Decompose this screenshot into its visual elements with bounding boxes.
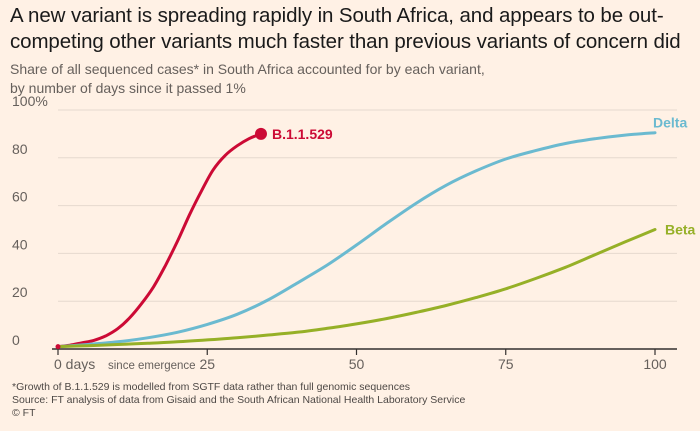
series-line-beta [56, 228, 657, 349]
y-tick-label: 60 [12, 189, 28, 205]
y-tick-label: 40 [12, 236, 28, 252]
x-tick-label: 0 days [54, 356, 95, 372]
y-tick-label: 20 [12, 284, 28, 300]
subtitle-line: Share of all sequenced cases* in South A… [10, 61, 485, 77]
y-tick-label: 0 [12, 332, 20, 348]
series-line-delta [56, 131, 657, 349]
series-line-b-1-1-529 [56, 132, 263, 349]
y-tick-label: 80 [12, 141, 28, 157]
chart-title: A new variant is spreading rapidly in So… [10, 4, 681, 53]
source-note: Source: FT analysis of data from Gisaid … [12, 394, 466, 406]
series-label-beta: Beta [665, 222, 696, 238]
series-label-b-1-1-529: B.1.1.529 [272, 126, 333, 142]
chart-footer: *Growth of B.1.1.529 is modelled from SG… [12, 381, 692, 420]
series-end-marker-b-1-1-529 [254, 127, 267, 140]
x-tick-label: 100 [643, 356, 667, 372]
x-tick-suffix: since emergence [108, 360, 196, 372]
subtitle-line: by number of days since it passed 1% [10, 80, 246, 96]
footnote: *Growth of B.1.1.529 is modelled from SG… [12, 381, 411, 393]
series-start-marker [55, 344, 61, 350]
x-tick-label: 25 [199, 356, 215, 372]
x-tick-label: 75 [498, 356, 514, 372]
x-tick-label: 50 [349, 356, 365, 372]
y-tick-label: 100% [12, 93, 48, 109]
chart-subtitle: Share of all sequenced cases* in South A… [10, 60, 690, 98]
copyright: © FT [12, 407, 36, 419]
series-label-delta: Delta [653, 115, 687, 131]
